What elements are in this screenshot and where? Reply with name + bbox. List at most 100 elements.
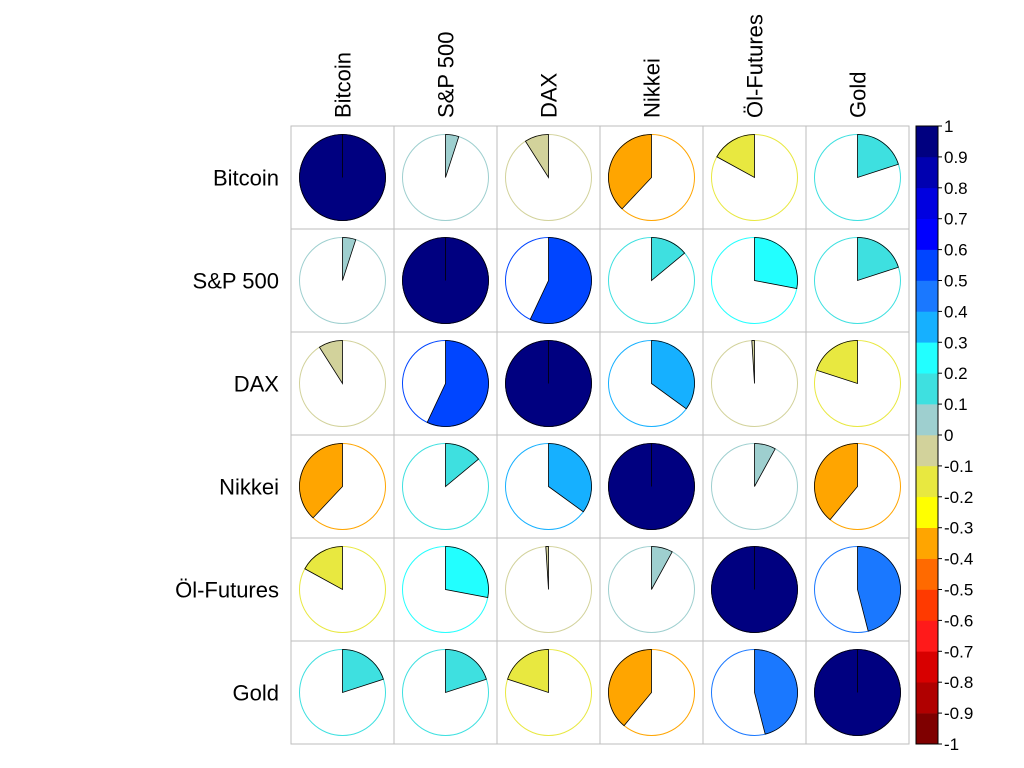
pie-slice bbox=[342, 237, 357, 281]
cell-sandp-500-ol-futures bbox=[702, 228, 807, 333]
cell-bitcoin-nikkei bbox=[599, 125, 704, 230]
legend-swatch bbox=[916, 558, 938, 590]
legend-tick-label: 0.1 bbox=[944, 395, 968, 414]
pie-slice bbox=[608, 134, 652, 210]
row-label-sandp-500: S&P 500 bbox=[193, 269, 279, 294]
cell-sandp-500-sandp-500 bbox=[393, 228, 498, 333]
cell-bitcoin-dax bbox=[496, 125, 601, 230]
pie-slice bbox=[608, 649, 652, 727]
cell-nikkei-ol-futures bbox=[702, 434, 807, 539]
cell-ol-futures-gold bbox=[805, 537, 910, 642]
cell-gold-ol-futures bbox=[702, 640, 807, 745]
cell-bitcoin-ol-futures bbox=[702, 125, 807, 230]
pie-slice bbox=[816, 340, 858, 385]
cell-ol-futures-nikkei bbox=[599, 537, 704, 642]
legend-swatch bbox=[916, 187, 938, 219]
legend-swatch bbox=[916, 280, 938, 312]
legend-swatch bbox=[916, 404, 938, 436]
column-label-gold: Gold bbox=[846, 72, 871, 118]
legend-tick-label: 0 bbox=[944, 426, 953, 445]
legend-tick-label: 0.7 bbox=[944, 210, 968, 229]
cell-ol-futures-dax bbox=[496, 537, 601, 642]
pie-slice bbox=[445, 649, 487, 694]
pie-slice bbox=[342, 649, 384, 694]
pie-slice bbox=[857, 237, 899, 282]
cell-ol-futures-bitcoin bbox=[290, 537, 395, 642]
legend-swatch bbox=[916, 249, 938, 281]
cell-dax-gold bbox=[805, 331, 910, 436]
legend-tick-label: -0.1 bbox=[944, 457, 973, 476]
cell-nikkei-sandp-500 bbox=[393, 434, 498, 539]
pie-slice bbox=[716, 134, 755, 179]
pie-slice bbox=[857, 546, 901, 632]
pie-slice bbox=[524, 134, 549, 179]
cell-sandp-500-nikkei bbox=[599, 228, 704, 333]
legend-swatch bbox=[916, 126, 938, 158]
legend-tick-label: -0.9 bbox=[944, 704, 973, 723]
pie-slice bbox=[304, 546, 343, 591]
cell-bitcoin-gold bbox=[805, 125, 910, 230]
pie-slice bbox=[754, 237, 798, 290]
pie-slice bbox=[507, 649, 549, 694]
legend-tick-label: -0.6 bbox=[944, 611, 973, 630]
legend-tick-label: 0.8 bbox=[944, 179, 968, 198]
pie-slice bbox=[814, 443, 858, 521]
cell-dax-ol-futures bbox=[702, 331, 807, 436]
pie-slice bbox=[426, 340, 489, 427]
column-label-nikkei: Nikkei bbox=[640, 58, 665, 118]
pie-slice bbox=[751, 340, 755, 384]
cell-nikkei-gold bbox=[805, 434, 910, 539]
cell-dax-nikkei bbox=[599, 331, 704, 436]
row-label-dax: DAX bbox=[234, 372, 280, 397]
pie-slice bbox=[299, 443, 343, 519]
cell-sandp-500-bitcoin bbox=[290, 228, 395, 333]
row-label-gold: Gold bbox=[233, 681, 279, 706]
cell-ol-futures-ol-futures bbox=[702, 537, 807, 642]
legend-swatch bbox=[916, 373, 938, 405]
pie-slice bbox=[445, 443, 480, 488]
row-labels: Bitcoin S&P 500 DAX Nikkei Öl-Futures Gold bbox=[175, 166, 279, 706]
pie-slice bbox=[651, 237, 686, 282]
legend-tick-label: 0.9 bbox=[944, 148, 968, 167]
row-label-nikkei: Nikkei bbox=[219, 475, 279, 500]
legend-tick-label: -0.4 bbox=[944, 550, 973, 569]
pie-slice bbox=[548, 443, 592, 513]
column-label-dax: DAX bbox=[537, 72, 562, 118]
legend-swatch bbox=[916, 156, 938, 189]
column-label-ol-futures: Öl-Futures bbox=[743, 14, 768, 118]
cell-bitcoin-bitcoin bbox=[290, 125, 395, 230]
legend-swatch bbox=[916, 682, 938, 714]
legend-swatch bbox=[916, 496, 938, 528]
pie-slice bbox=[445, 134, 460, 178]
pie-slice bbox=[318, 340, 343, 385]
cell-gold-nikkei bbox=[599, 640, 704, 745]
pie-slice bbox=[545, 546, 549, 590]
legend-tick-label: -0.2 bbox=[944, 488, 973, 507]
row-label-ol-futures: Öl-Futures bbox=[175, 578, 279, 603]
cell-gold-sandp-500 bbox=[393, 640, 498, 745]
pie-slice bbox=[529, 237, 592, 324]
cell-nikkei-bitcoin bbox=[290, 434, 395, 539]
column-label-sandp-500: S&P 500 bbox=[434, 32, 459, 118]
row-label-bitcoin: Bitcoin bbox=[213, 166, 279, 191]
legend-swatch bbox=[916, 342, 938, 374]
column-label-bitcoin: Bitcoin bbox=[331, 52, 356, 118]
pie-slice bbox=[651, 340, 695, 410]
column-labels: Bitcoin S&P 500 DAX Nikkei Öl-Futures Gold bbox=[331, 14, 871, 118]
legend-swatch bbox=[916, 589, 938, 621]
cell-sandp-500-dax bbox=[496, 228, 601, 333]
cell-sandp-500-gold bbox=[805, 228, 910, 333]
cell-dax-dax bbox=[496, 331, 601, 436]
legend-tick-label: -0.8 bbox=[944, 673, 973, 692]
pie-slice bbox=[754, 649, 798, 735]
pie-slice bbox=[754, 443, 776, 487]
legend-tick-label: 0.5 bbox=[944, 272, 968, 291]
pie-slice bbox=[857, 134, 899, 179]
cell-bitcoin-sandp-500 bbox=[393, 125, 498, 230]
legend-tick-label: -0.7 bbox=[944, 642, 973, 661]
legend-swatch bbox=[916, 527, 938, 559]
legend-swatch bbox=[916, 465, 938, 498]
legend-tick-label: 0.4 bbox=[944, 302, 968, 321]
cell-gold-gold bbox=[805, 640, 910, 745]
pie-slice bbox=[651, 546, 673, 590]
